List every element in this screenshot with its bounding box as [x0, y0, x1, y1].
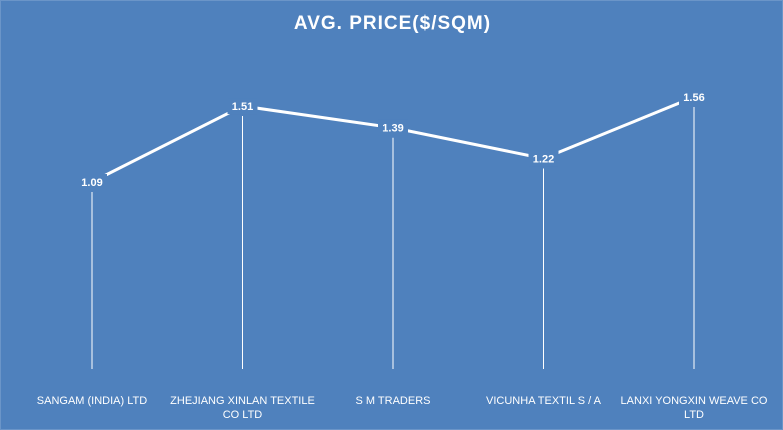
- data-label-bg-0: [77, 174, 107, 190]
- x-tick-label-4: LANXI YONGXIN WEAVE CO LTD: [621, 395, 768, 421]
- data-label-3: 1.22: [533, 153, 554, 165]
- x-axis-labels: SANGAM (INDIA) LTD ZHEJIANG XINLAN TEXTIL…: [37, 395, 768, 421]
- data-labels-group: 1.09 1.51 1.39 1.22 1.56: [77, 89, 709, 190]
- chart-title: AVG. PRICE($/SQM): [293, 13, 492, 34]
- data-label-bg-2: [378, 119, 408, 136]
- data-label-bg-4: [679, 89, 709, 105]
- data-label-2: 1.39: [382, 123, 403, 135]
- x-tick-label-2: S M TRADERS: [356, 395, 431, 407]
- data-label-0: 1.09: [81, 177, 102, 189]
- data-label-bg-3: [528, 150, 559, 167]
- data-label-4: 1.56: [683, 92, 704, 104]
- x-tick-label-1: ZHEJIANG XINLAN TEXTILE CO LTD: [170, 395, 315, 421]
- drop-lines-group: [91, 107, 695, 369]
- x-tick-label-0: SANGAM (INDIA) LTD: [37, 395, 147, 407]
- data-label-bg-1: [227, 98, 258, 115]
- data-label-1: 1.51: [232, 101, 253, 113]
- x-tick-label-3: VICUNHA TEXTIL S / A: [486, 395, 602, 407]
